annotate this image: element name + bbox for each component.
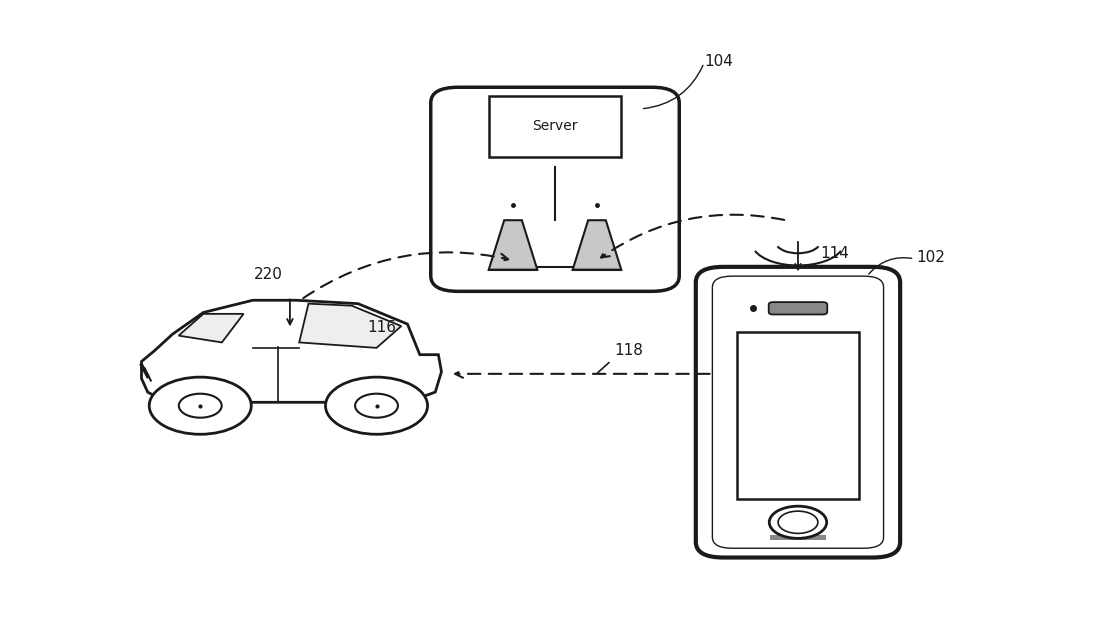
Circle shape	[355, 394, 398, 417]
Circle shape	[179, 394, 222, 417]
Text: 118: 118	[614, 343, 643, 358]
Bar	[737, 332, 859, 499]
Text: 114: 114	[820, 246, 849, 261]
Polygon shape	[573, 220, 622, 270]
Text: 116: 116	[367, 320, 396, 335]
Bar	[488, 95, 622, 157]
Text: 102: 102	[917, 250, 946, 265]
Text: Server: Server	[533, 119, 577, 134]
FancyBboxPatch shape	[713, 276, 884, 548]
Polygon shape	[300, 304, 401, 348]
Polygon shape	[179, 314, 243, 343]
Bar	[770, 535, 826, 540]
FancyBboxPatch shape	[769, 302, 827, 314]
FancyBboxPatch shape	[431, 87, 679, 291]
Circle shape	[769, 506, 827, 539]
Text: 220: 220	[253, 268, 282, 283]
Circle shape	[778, 511, 818, 534]
Circle shape	[149, 377, 251, 434]
Polygon shape	[141, 300, 442, 406]
Text: 104: 104	[704, 54, 733, 69]
Circle shape	[325, 377, 427, 434]
FancyBboxPatch shape	[696, 267, 900, 557]
Polygon shape	[488, 220, 537, 270]
